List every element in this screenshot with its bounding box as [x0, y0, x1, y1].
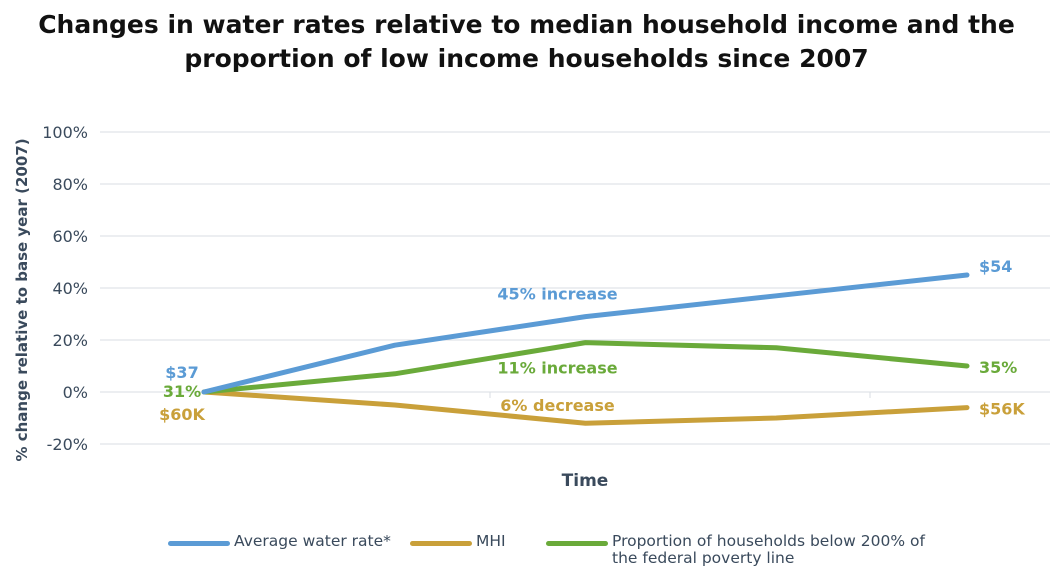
y-tick-label: 60%	[52, 227, 88, 246]
data-annotation: 6% decrease	[500, 396, 615, 415]
legend-item-mhi: MHI	[410, 533, 506, 550]
data-annotation: $56K	[979, 400, 1025, 419]
legend-label-line-1: Proportion of households below 200% of	[612, 532, 925, 550]
data-annotation: $60K	[159, 405, 205, 424]
y-tick-label: 40%	[52, 279, 88, 298]
legend-label-mhi: MHI	[476, 532, 506, 550]
legend-swatch-mhi	[410, 541, 472, 546]
series-line-low-income-proportion	[201, 340, 970, 395]
legend-label-line-2: the federal poverty line	[612, 549, 795, 567]
y-tick-label: 20%	[52, 331, 88, 350]
series-line-average-water-rate	[201, 272, 970, 395]
data-annotation: 31%	[163, 382, 201, 401]
legend-item-average-water-rate: Average water rate*	[168, 533, 391, 550]
chart-title-line-2: proportion of low income households sinc…	[184, 44, 869, 73]
data-annotation: 45% increase	[497, 285, 617, 304]
legend-item-low-income-proportion: Proportion of households below 200% of t…	[546, 533, 925, 567]
x-axis-label: Time	[562, 471, 609, 491]
y-tick-label: 80%	[52, 175, 88, 194]
y-tick-label: -20%	[47, 435, 88, 454]
legend-label-low-income-proportion: Proportion of households below 200% of t…	[612, 533, 925, 567]
data-annotation: 11% increase	[497, 359, 617, 378]
legend-swatch-average-water-rate	[168, 541, 230, 546]
data-annotation: $37	[165, 363, 198, 382]
data-annotation: 35%	[979, 358, 1017, 377]
chart-title: Changes in water rates relative to media…	[0, 8, 1053, 76]
data-annotation: $54	[979, 257, 1012, 276]
series-line-mhi	[201, 389, 970, 426]
y-tick-label: 0%	[63, 383, 88, 402]
y-tick-label: 100%	[42, 123, 88, 142]
legend-swatch-low-income-proportion	[546, 541, 608, 546]
legend-label-average-water-rate: Average water rate*	[234, 532, 391, 550]
y-axis-label: % change relative to base year (2007)	[13, 138, 31, 461]
chart-title-line-1: Changes in water rates relative to media…	[38, 10, 1015, 39]
chart-legend: Average water rate* MHI Proportion of ho…	[0, 533, 1053, 569]
